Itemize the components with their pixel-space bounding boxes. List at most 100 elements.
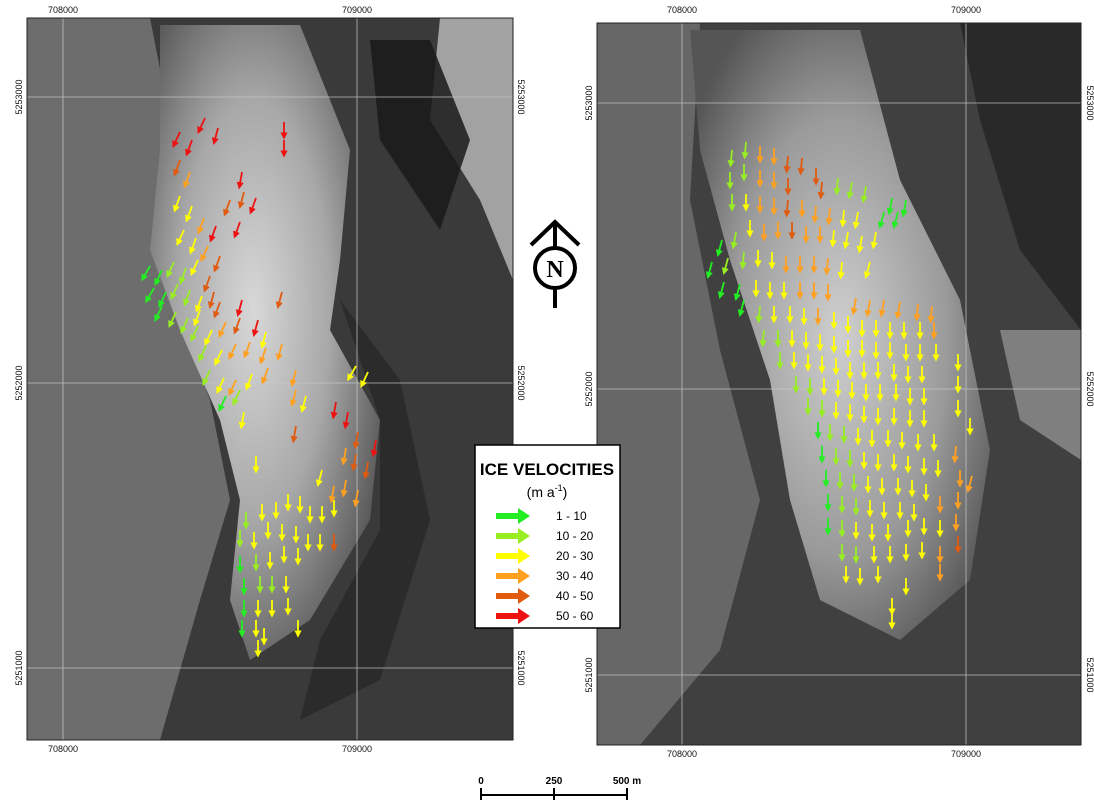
scale-bar-label-0: 0: [478, 776, 484, 787]
velocity-arrow: [189, 237, 197, 255]
velocity-arrow: [783, 155, 791, 174]
velocity-arrow: [737, 299, 745, 318]
legend-item-label: 50 - 60: [556, 609, 594, 623]
velocity-arrow: [927, 305, 935, 324]
velocity-arrow: [185, 139, 193, 157]
velocity-arrow: [198, 345, 207, 362]
velocity-arrow: [850, 297, 858, 316]
right-map-y-tick-right-1: 5253000: [1085, 85, 1094, 120]
velocity-arrow: [232, 389, 241, 406]
velocity-arrow: [352, 489, 360, 508]
velocity-arrow: [825, 207, 833, 226]
velocity-arrow: [860, 185, 868, 204]
velocity-arrow: [259, 331, 267, 350]
velocity-arrow: [330, 401, 338, 420]
north-arrow-circle-icon: [533, 246, 577, 290]
velocity-arrow: [233, 317, 241, 335]
velocity-arrow: [249, 197, 257, 215]
velocity-arrow: [328, 485, 336, 504]
velocity-arrow: [154, 269, 163, 286]
velocity-arrow: [236, 171, 244, 190]
left-map: 708000 709000 708000 709000 5253000 5252…: [14, 5, 526, 754]
legend-arrow-icon: [496, 508, 530, 524]
legend-arrow-icon: [496, 548, 530, 564]
velocity-arrow: [340, 479, 348, 498]
velocity-arrow: [823, 257, 831, 276]
right-map-x-tick-bottom-2: 709000: [951, 749, 981, 759]
velocity-arrow: [168, 311, 177, 328]
right-map-velocity-arrows: [705, 141, 974, 630]
velocity-arrow: [176, 229, 185, 246]
north-arrow: N: [529, 219, 581, 308]
left-map-y-tick-right-3: 5251000: [516, 650, 526, 685]
velocity-arrow: [289, 389, 297, 408]
velocity-arrow: [275, 343, 283, 362]
velocity-arrow: [261, 367, 269, 385]
legend-arrow-icon: [496, 588, 530, 604]
left-map-y-tick-left-3: 5251000: [14, 650, 24, 685]
legend-unit: (m a-1): [527, 483, 568, 500]
scale-bar-label-500: 500 m: [613, 776, 641, 787]
north-arrow-letter: N: [546, 257, 564, 283]
velocity-arrow: [180, 317, 189, 334]
velocity-arrow: [173, 159, 181, 177]
velocity-arrow: [183, 171, 191, 189]
velocity-arrow: [251, 319, 259, 338]
velocity-arrow: [200, 245, 209, 262]
right-map: 708000 709000 708000 709000 5253000 5252…: [584, 5, 1094, 759]
velocity-arrow: [179, 267, 187, 285]
velocity-arrow: [878, 299, 886, 318]
velocity-arrow: [290, 425, 298, 444]
legend-item-label: 20 - 30: [556, 549, 594, 563]
velocity-arrow: [237, 191, 245, 210]
velocity-arrow: [173, 195, 181, 213]
velocity-arrow: [913, 303, 921, 322]
velocity-arrow: [158, 291, 167, 308]
velocity-arrow: [170, 283, 179, 300]
left-map-grid: [27, 18, 513, 740]
left-map-x-tick-top-1: 708000: [48, 5, 78, 15]
velocity-arrow: [299, 395, 307, 414]
velocity-arrow: [783, 199, 791, 218]
right-map-y-tick-right-3: 5251000: [1085, 657, 1094, 692]
velocity-arrow: [235, 299, 243, 318]
velocity-arrow: [833, 177, 841, 196]
velocity-arrow: [218, 321, 227, 338]
left-map-x-tick-bottom-1: 708000: [48, 744, 78, 754]
velocity-arrow: [347, 365, 357, 382]
velocity-arrow: [141, 265, 151, 282]
velocity-arrow: [839, 209, 847, 228]
velocity-arrow: [741, 141, 749, 160]
velocity-arrow: [228, 343, 237, 360]
velocity-arrow: [739, 251, 747, 270]
velocity-arrow: [233, 221, 241, 239]
velocity-arrow: [797, 157, 805, 176]
velocity-arrow: [759, 329, 767, 348]
left-map-y-tick-left-1: 5253000: [14, 79, 24, 114]
velocity-arrow: [238, 411, 246, 430]
right-map-grid: [597, 23, 1081, 745]
velocity-arrow: [755, 305, 763, 324]
velocity-arrow: [218, 395, 227, 412]
velocity-arrow: [856, 235, 864, 254]
right-map-frame: [596, 22, 1082, 746]
velocity-arrow: [705, 261, 713, 280]
velocity-arrow: [190, 259, 199, 276]
right-map-ridge-light: [1000, 330, 1081, 460]
velocity-arrow: [715, 239, 723, 258]
left-map-velocity-arrows: [141, 117, 378, 658]
velocity-arrow: [894, 301, 902, 320]
legend-items: 1 - 10 10 - 20 20 - 30 30 - 40 40 - 50 50 - 6…: [496, 508, 594, 624]
velocity-arrow: [275, 291, 283, 310]
left-map-slope-left: [27, 18, 230, 740]
velocity-arrow: [370, 439, 378, 458]
velocity-arrow: [721, 257, 729, 276]
velocity-arrow: [259, 347, 267, 365]
velocity-arrow: [717, 281, 725, 300]
right-map-ridge: [960, 23, 1081, 330]
left-map-x-tick-top-2: 709000: [342, 5, 372, 15]
velocity-arrow: [829, 229, 837, 248]
right-map-x-tick-bottom-1: 708000: [667, 749, 697, 759]
velocity-arrow: [223, 199, 231, 217]
